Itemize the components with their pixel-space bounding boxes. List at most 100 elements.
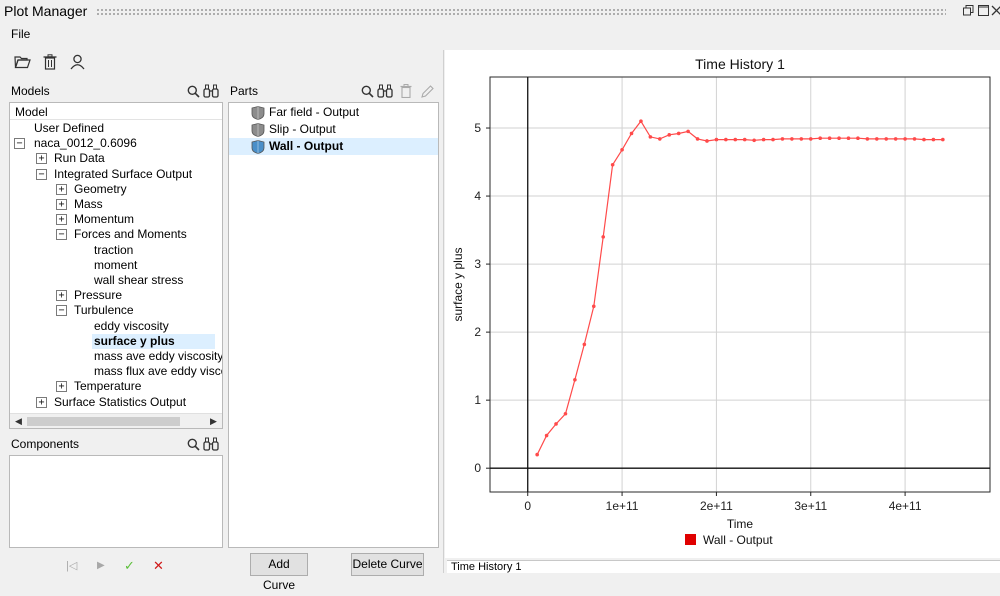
tree-item[interactable]: + Momentum: [10, 212, 222, 227]
data-point[interactable]: [658, 137, 662, 141]
tree-item[interactable]: + Mass: [10, 197, 222, 212]
data-point[interactable]: [544, 433, 549, 438]
data-point[interactable]: [695, 137, 700, 141]
data-point[interactable]: [714, 137, 719, 142]
data-point[interactable]: [724, 137, 728, 142]
data-point[interactable]: [771, 137, 775, 142]
data-point[interactable]: [893, 137, 898, 141]
trash-icon[interactable]: [40, 52, 60, 72]
data-point[interactable]: [676, 131, 681, 136]
collapse-icon[interactable]: −: [14, 138, 25, 150]
data-point[interactable]: [931, 137, 936, 142]
binoculars-icon[interactable]: [203, 83, 219, 99]
data-point[interactable]: [941, 137, 945, 142]
tree-item[interactable]: + Temperature: [10, 379, 222, 394]
close-icon[interactable]: [991, 5, 1000, 17]
tree-item[interactable]: traction: [10, 243, 222, 258]
tree-item[interactable]: + Pressure: [10, 288, 222, 303]
data-point[interactable]: [827, 136, 832, 141]
search-icon[interactable]: [185, 436, 201, 452]
data-point[interactable]: [686, 129, 690, 134]
data-point[interactable]: [922, 137, 926, 142]
tree-item[interactable]: + Run Data: [10, 151, 222, 166]
data-point[interactable]: [865, 137, 870, 141]
data-point[interactable]: [808, 137, 813, 141]
user-icon[interactable]: [67, 52, 87, 72]
data-point[interactable]: [573, 377, 577, 382]
data-point[interactable]: [563, 411, 568, 416]
horizontal-scrollbar[interactable]: ◀ ▶: [10, 413, 222, 428]
part-item[interactable]: Far field - Output: [229, 104, 438, 121]
model-column-header[interactable]: Model: [15, 105, 48, 119]
data-point[interactable]: [912, 137, 917, 141]
part-item[interactable]: Wall - Output: [229, 138, 438, 155]
data-point[interactable]: [903, 137, 907, 141]
data-point[interactable]: [648, 135, 653, 139]
drag-grip[interactable]: [96, 8, 946, 16]
binoculars-icon[interactable]: [377, 83, 393, 99]
data-point[interactable]: [874, 137, 879, 141]
panel-splitter[interactable]: [443, 50, 444, 573]
scroll-right-icon[interactable]: ▶: [210, 416, 217, 426]
data-point[interactable]: [780, 137, 785, 141]
data-point[interactable]: [620, 147, 624, 152]
play-icon[interactable]: ▶: [97, 560, 105, 571]
tree-item[interactable]: − Integrated Surface Output: [10, 167, 222, 182]
data-point[interactable]: [818, 136, 822, 141]
data-point[interactable]: [742, 137, 747, 142]
data-point[interactable]: [601, 235, 606, 239]
data-point[interactable]: [790, 137, 794, 141]
apply-check-icon[interactable]: ✓: [124, 558, 135, 573]
data-point[interactable]: [705, 139, 709, 143]
data-point[interactable]: [856, 136, 860, 141]
data-point[interactable]: [610, 162, 615, 167]
data-point[interactable]: [799, 137, 804, 141]
restore-icon[interactable]: [962, 5, 974, 17]
tree-item[interactable]: − naca_0012_0.6096: [10, 136, 222, 151]
data-point[interactable]: [554, 422, 558, 426]
expand-icon[interactable]: +: [56, 381, 67, 393]
tree-item[interactable]: + Surface Statistics Output: [10, 395, 222, 410]
tree-item[interactable]: moment: [10, 258, 222, 273]
pencil-icon[interactable]: [419, 83, 435, 99]
data-point[interactable]: [535, 452, 539, 457]
tree-item[interactable]: + Geometry: [10, 182, 222, 197]
open-folder-icon[interactable]: [12, 52, 32, 72]
expand-icon[interactable]: +: [56, 214, 67, 226]
tree-item[interactable]: wall shear stress: [10, 273, 222, 288]
menu-file[interactable]: File: [11, 27, 31, 41]
tree-item[interactable]: eddy viscosity: [10, 319, 222, 334]
collapse-icon[interactable]: −: [36, 168, 47, 180]
tab-time-history-1[interactable]: Time History 1: [447, 560, 1000, 573]
tree-item[interactable]: − Turbulence: [10, 303, 222, 318]
data-point[interactable]: [846, 136, 851, 141]
data-point[interactable]: [582, 342, 587, 347]
scroll-left-icon[interactable]: ◀: [15, 416, 22, 426]
data-point[interactable]: [629, 131, 634, 136]
data-point[interactable]: [752, 138, 756, 143]
data-point[interactable]: [761, 137, 766, 142]
collapse-icon[interactable]: −: [56, 229, 67, 241]
tree-item[interactable]: − Forces and Moments: [10, 227, 222, 242]
part-item[interactable]: Slip - Output: [229, 121, 438, 138]
search-icon[interactable]: [185, 83, 201, 99]
first-frame-icon[interactable]: |◁: [66, 560, 78, 572]
data-point[interactable]: [639, 119, 643, 124]
tree-item[interactable]: mass flux ave eddy viscos: [10, 364, 222, 379]
data-point[interactable]: [733, 137, 738, 142]
tree-item[interactable]: surface y plus: [10, 333, 222, 349]
components-list[interactable]: [9, 455, 223, 548]
expand-icon[interactable]: +: [56, 290, 67, 302]
cancel-x-icon[interactable]: ✕: [153, 558, 164, 573]
delete-curve-button[interactable]: Delete Curve: [351, 553, 424, 576]
trash-icon[interactable]: [398, 83, 414, 99]
expand-icon[interactable]: +: [56, 199, 67, 210]
data-point[interactable]: [667, 133, 672, 137]
tree-item[interactable]: User Defined: [10, 121, 222, 136]
expand-icon[interactable]: +: [36, 396, 47, 408]
collapse-icon[interactable]: −: [56, 305, 67, 317]
maximize-icon[interactable]: [977, 5, 989, 17]
expand-icon[interactable]: +: [56, 183, 67, 195]
tree-item[interactable]: mass ave eddy viscosity: [10, 349, 222, 364]
search-icon[interactable]: [359, 83, 375, 99]
